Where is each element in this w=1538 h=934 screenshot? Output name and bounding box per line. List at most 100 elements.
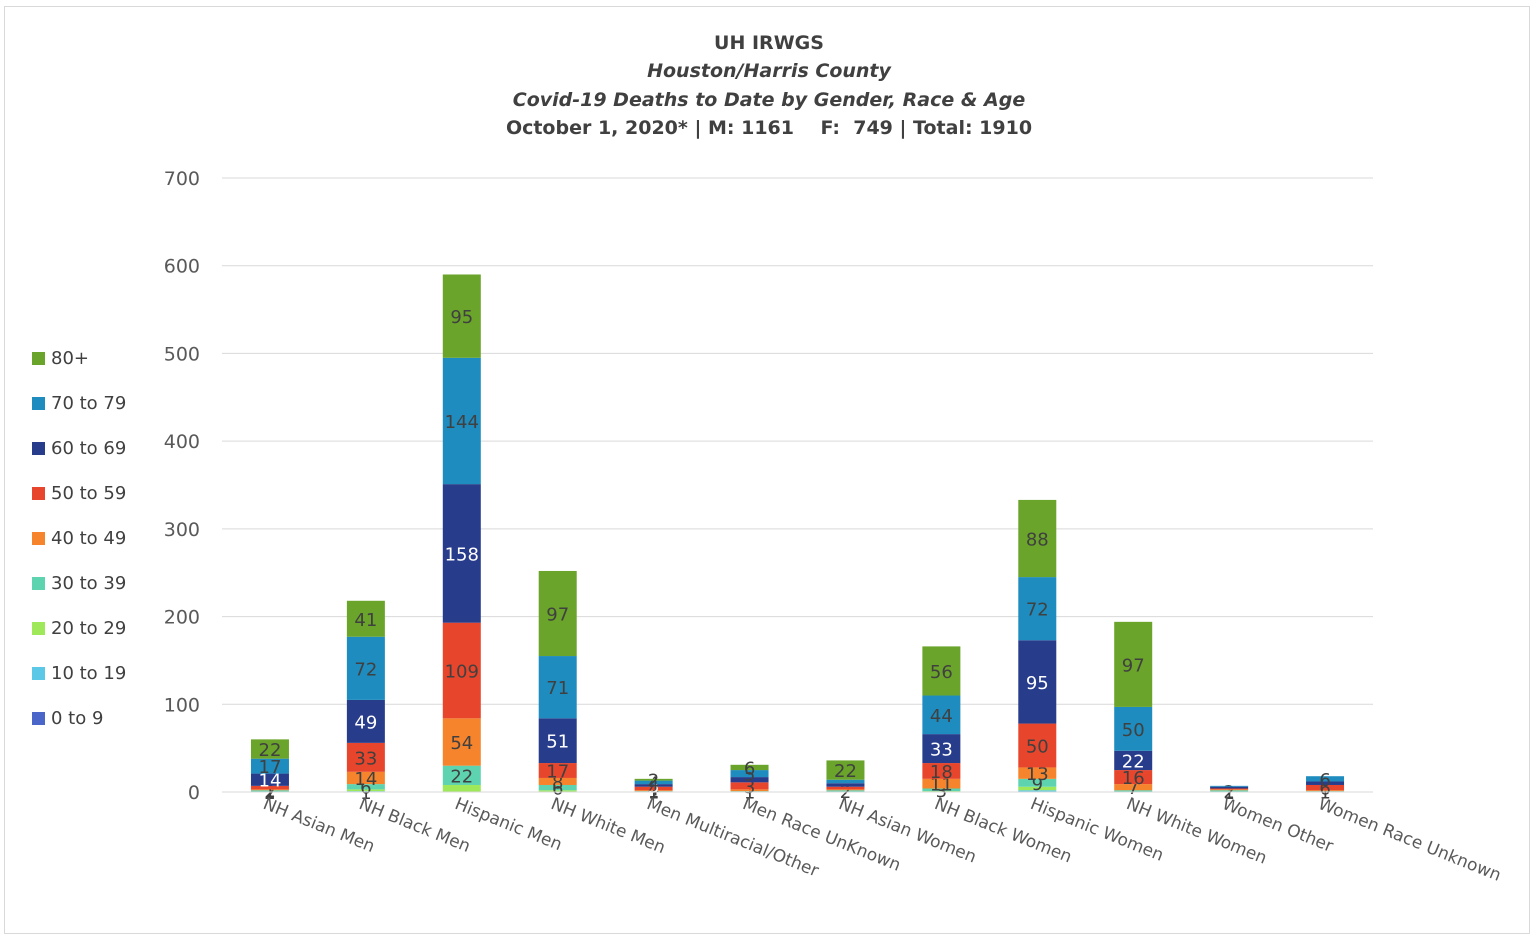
bar-segment [346, 784, 385, 790]
bar-segment [250, 785, 289, 790]
bar-segment [442, 622, 481, 719]
bar-segment [922, 734, 961, 764]
data-label: 144 [445, 412, 479, 433]
bar-segment [1306, 784, 1345, 791]
data-label: 95 [1026, 673, 1049, 694]
bar-segment [922, 646, 961, 696]
data-label: 22 [834, 761, 857, 782]
y-tick-label: 0 [188, 782, 200, 804]
data-label: 2 [1223, 782, 1234, 803]
data-label: 14 [259, 771, 282, 792]
y-tick-label: 700 [164, 168, 200, 190]
bar-segment [826, 789, 865, 791]
bar-segment [1018, 790, 1057, 792]
bar-segment [442, 357, 481, 485]
legend-label: 40 to 49 [51, 528, 127, 549]
bar-segment [730, 789, 769, 792]
bar-segment [634, 784, 673, 787]
bar-segment [1114, 790, 1153, 792]
legend-item: 80+ [32, 348, 89, 369]
legend-label: 80+ [51, 348, 89, 369]
bar-segment [1018, 778, 1057, 787]
y-tick-label: 400 [164, 431, 200, 453]
data-label: 56 [930, 662, 953, 683]
bar-segment [1114, 750, 1153, 771]
data-label: 17 [546, 762, 569, 783]
data-label: 6 [360, 778, 371, 799]
bar-segment [538, 784, 577, 791]
legend-item: 30 to 39 [32, 573, 126, 594]
bar-segment [922, 763, 961, 779]
legend-swatch [32, 397, 45, 410]
data-label: 97 [546, 605, 569, 626]
bar-segment [1114, 784, 1153, 791]
y-tick-label: 200 [164, 607, 200, 629]
legend-label: 70 to 79 [51, 393, 127, 414]
data-label: 50 [1026, 737, 1049, 758]
bar-segment [826, 779, 865, 784]
bar-segment [730, 764, 769, 771]
bar-segment [250, 790, 289, 792]
legend-swatch [32, 442, 45, 455]
y-tick-label: 500 [164, 343, 200, 365]
data-label: 95 [450, 307, 473, 328]
data-label: 33 [354, 748, 377, 769]
data-label: 6 [1319, 770, 1330, 791]
legend-item: 10 to 19 [32, 663, 126, 684]
y-tick-label: 600 [164, 256, 200, 278]
data-label: 109 [445, 662, 479, 683]
data-label: 8 [552, 772, 563, 793]
bar-segment [442, 718, 481, 766]
bar-segment [922, 695, 961, 735]
data-label: 1 [1319, 783, 1330, 804]
bar-segment [730, 777, 769, 783]
bar-segment [1210, 790, 1249, 792]
bar-segment [1210, 785, 1249, 787]
data-label: 9 [1032, 774, 1043, 795]
bar-segment [346, 636, 385, 700]
data-label: 7 [1127, 778, 1138, 799]
legend-swatch [32, 352, 45, 365]
bar-segment [346, 742, 385, 772]
data-label: 41 [354, 610, 377, 631]
bar-segment [346, 771, 385, 785]
legend-label: 10 to 19 [51, 663, 127, 684]
bar-segment [634, 778, 673, 781]
data-label: 97 [1122, 655, 1145, 676]
bar-segment [730, 770, 769, 778]
x-tick-label: Men Multiracial/Other [644, 794, 822, 881]
bar-segment [442, 784, 481, 792]
data-label: 6 [1319, 779, 1330, 800]
data-label: 6 [744, 758, 755, 779]
bar-segment [1018, 640, 1057, 724]
bar-segment [250, 789, 289, 791]
bar-segment [922, 788, 961, 792]
bar-segment [538, 790, 577, 792]
bar-segment [826, 783, 865, 787]
bar-segment [1114, 770, 1153, 785]
bar-segment [1018, 577, 1057, 641]
legend-swatch [32, 712, 45, 725]
bar-segment [442, 484, 481, 623]
data-label: 2 [264, 783, 275, 804]
data-label: 33 [930, 740, 953, 761]
bar-segment [346, 699, 385, 743]
data-label: 72 [1026, 600, 1049, 621]
data-label: 72 [354, 659, 377, 680]
legend-label: 0 to 9 [51, 708, 104, 729]
bar-segment [1018, 499, 1057, 578]
bar-segment [346, 600, 385, 637]
data-label: 13 [1026, 764, 1049, 785]
bar-segment [538, 763, 577, 778]
bar-segment [1306, 781, 1345, 785]
bar-segment [346, 789, 385, 792]
bar-segment [922, 778, 961, 789]
data-label: 44 [930, 706, 953, 727]
legend-swatch [32, 622, 45, 635]
data-label: 1 [360, 783, 371, 804]
data-label: 1 [1223, 783, 1234, 804]
bar-segment [250, 773, 289, 786]
data-label: 158 [445, 544, 479, 565]
data-label: 71 [546, 678, 569, 699]
